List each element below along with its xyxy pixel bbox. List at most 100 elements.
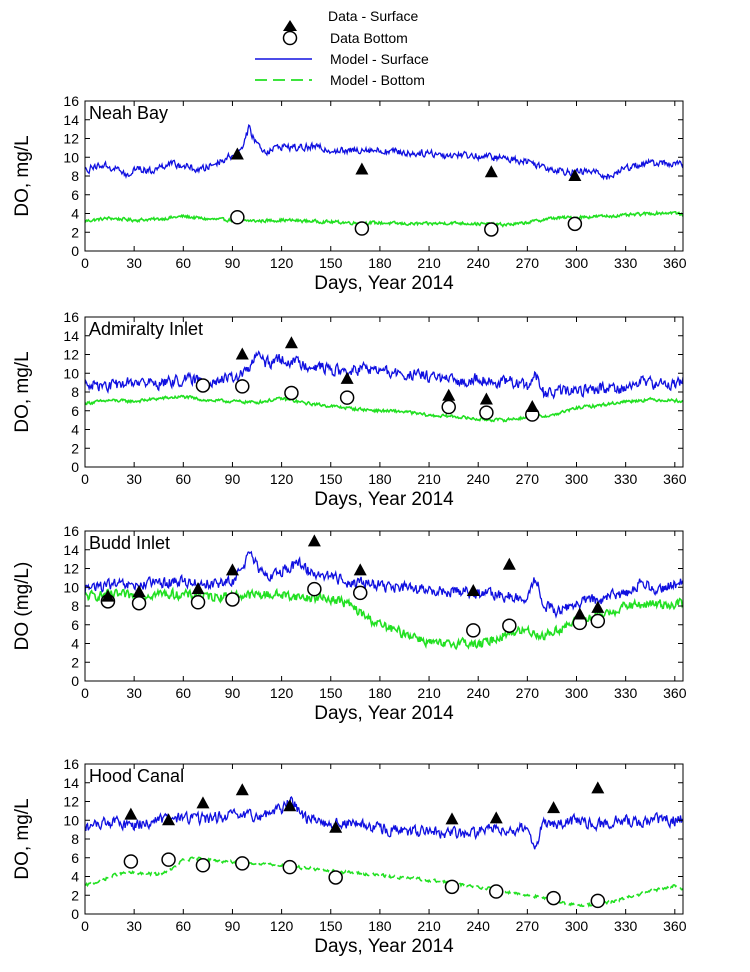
x-tick-label: 60 [176,255,192,271]
x-tick-label: 210 [417,471,441,487]
plot-frame [84,316,684,468]
data-bottom-point [502,618,517,633]
data-surface-point [525,400,539,412]
model-bottom-line [85,210,683,228]
data-surface-point [235,783,249,796]
panel-title: Neah Bay [89,103,168,123]
legend-data-bottom-label: Data Bottom [330,30,408,46]
plot-frame [84,530,684,682]
y-tick-label: 12 [63,347,79,363]
data-surface-point [502,557,516,570]
x-tick-label: 30 [126,685,142,701]
data-surface-point [132,584,146,597]
data-bottom-point [131,595,147,611]
x-tick-label: 150 [319,471,343,487]
chart-panel-1: 0 30 60 90 120 150 180 210 240 270 300 330 360024681… [12,93,687,294]
x-tick-label: 270 [516,471,540,487]
data-bottom-point [466,623,481,638]
y-tick-label: 2 [71,654,79,670]
x-tick-label: 180 [368,255,392,271]
x-tick-label: 270 [516,685,540,701]
y-tick-label: 4 [71,869,79,885]
data-bottom-point [546,890,561,906]
y-tick-label: 0 [71,906,79,922]
y-tick-label: 0 [71,673,79,689]
x-tick-label: 300 [565,471,589,487]
x-tick-label: 210 [417,685,441,701]
data-surface-point [568,169,582,181]
x-tick-label: 330 [614,471,638,487]
x-tick-label: 360 [663,471,687,487]
y-tick-label: 12 [63,561,79,577]
y-tick-label: 8 [71,598,79,614]
y-tick-label: 16 [63,309,79,325]
data-surface-point [284,336,298,349]
x-tick-label: 90 [225,255,241,271]
x-tick-label: 120 [270,918,294,934]
data-surface-point [230,147,244,160]
y-tick-label: 0 [71,243,79,259]
chart-panel-4: 0 30 60 90 120 150 180 210 240 270 300 330 360024681… [12,756,687,957]
y-tick-label: 16 [63,93,79,109]
plot-frame [84,763,684,915]
x-tick-label: 180 [368,471,392,487]
y-tick-label: 8 [71,168,79,184]
x-tick-label: 330 [614,255,638,271]
legend: Data - Surface Data Bottom Model - Surfa… [255,8,429,88]
y-tick-label: 16 [63,756,79,772]
data-surface-point [479,392,493,405]
data-bottom-point [328,870,343,885]
model-surface-line [85,350,683,400]
x-tick-label: 180 [368,685,392,701]
x-tick-label: 120 [270,471,294,487]
x-tick-label: 240 [467,255,491,271]
data-surface-point [466,584,480,596]
x-tick-label: 90 [225,918,241,934]
y-tick-label: 6 [71,850,79,866]
model-bottom-line [85,394,683,423]
y-tick-label: 10 [63,579,79,595]
data-surface-point [353,563,367,576]
y-axis-title: DO, mg/L [12,135,33,216]
y-tick-label: 14 [63,112,79,128]
data-bottom-point [479,405,494,420]
data-bottom-point [590,893,606,909]
data-bottom-point [590,613,606,629]
y-axis-title: DO (mg/L) [12,562,33,651]
x-tick-label: 30 [126,471,142,487]
legend-surface-marker [283,20,297,31]
data-bottom-point [307,581,322,597]
data-surface-point [355,162,369,175]
data-surface-point [101,589,115,602]
y-tick-label: 6 [71,403,79,419]
y-tick-label: 16 [63,523,79,539]
y-tick-label: 6 [71,187,79,203]
x-tick-label: 90 [225,685,241,701]
x-tick-label: 240 [467,471,491,487]
legend-model-bottom-label: Model - Bottom [330,72,425,88]
chart-panel-2: 0 30 60 90 120 150 180 210 240 270 300 330 360024681… [12,309,687,510]
data-bottom-point [444,879,460,895]
x-tick-label: 270 [516,918,540,934]
data-bottom-point [161,852,176,867]
data-bottom-point [352,585,368,601]
x-tick-label: 120 [270,685,294,701]
data-surface-point [547,801,561,814]
x-tick-label: 360 [663,918,687,934]
y-tick-label: 4 [71,636,79,652]
y-tick-label: 8 [71,831,79,847]
x-tick-label: 60 [176,918,192,934]
x-axis-title: Days, Year 2014 [314,273,454,294]
x-tick-label: 300 [565,918,589,934]
data-bottom-point [195,378,211,393]
data-surface-point [162,813,176,826]
data-bottom-point [354,221,370,236]
data-bottom-point [230,210,245,225]
data-surface-point [489,811,503,824]
x-tick-label: 300 [565,685,589,701]
x-tick-label: 90 [225,471,241,487]
y-tick-label: 4 [71,206,79,222]
data-bottom-point [235,379,250,394]
x-tick-label: 120 [270,255,294,271]
